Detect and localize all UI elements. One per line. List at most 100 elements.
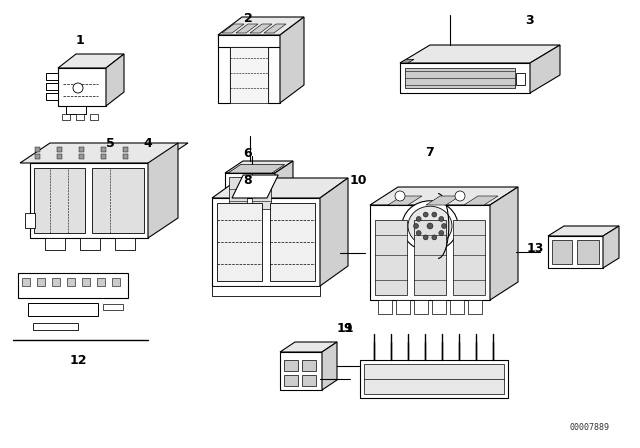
Polygon shape [212,178,348,198]
Polygon shape [453,220,485,295]
Polygon shape [123,154,127,159]
Polygon shape [80,238,100,250]
Polygon shape [364,364,504,394]
Polygon shape [284,360,298,371]
Polygon shape [52,278,60,286]
Polygon shape [270,203,315,281]
Polygon shape [302,375,316,386]
Polygon shape [530,45,560,93]
Circle shape [73,83,83,93]
Polygon shape [280,342,337,352]
Polygon shape [20,143,188,163]
Polygon shape [101,154,106,159]
Polygon shape [280,352,322,390]
Polygon shape [212,286,320,296]
Polygon shape [97,278,105,286]
Polygon shape [268,35,280,103]
Circle shape [423,235,428,240]
Polygon shape [212,198,320,286]
Polygon shape [360,360,508,398]
Ellipse shape [402,201,458,251]
Polygon shape [414,300,428,314]
Polygon shape [123,147,127,152]
Polygon shape [112,278,120,286]
Circle shape [432,235,437,240]
Circle shape [432,212,437,217]
Text: 5: 5 [106,137,115,150]
Polygon shape [45,238,65,250]
Polygon shape [22,278,30,286]
Polygon shape [79,147,83,152]
Text: 1: 1 [76,34,84,47]
Polygon shape [250,24,272,33]
Ellipse shape [394,194,466,258]
Circle shape [413,224,419,228]
Polygon shape [302,360,316,371]
Polygon shape [35,147,40,152]
Polygon shape [396,300,410,314]
Polygon shape [378,300,392,314]
Polygon shape [400,60,414,63]
Polygon shape [375,220,407,295]
Polygon shape [218,35,230,103]
Polygon shape [370,187,518,205]
Polygon shape [46,93,58,100]
Text: 7: 7 [426,146,435,159]
Polygon shape [516,73,525,85]
Polygon shape [577,240,599,264]
Polygon shape [548,236,603,268]
Text: 12: 12 [69,353,87,366]
Polygon shape [218,17,304,35]
Polygon shape [57,154,61,159]
Polygon shape [62,114,70,120]
Polygon shape [275,161,293,213]
Text: 10: 10 [349,173,367,186]
Polygon shape [225,161,293,173]
Polygon shape [76,114,84,120]
Text: 4: 4 [143,137,152,150]
Polygon shape [58,54,124,68]
Polygon shape [603,226,619,268]
Polygon shape [280,17,304,103]
Polygon shape [414,220,446,295]
Polygon shape [464,196,498,205]
Polygon shape [225,173,275,213]
Polygon shape [217,203,262,281]
Text: 6: 6 [244,146,252,159]
Polygon shape [58,68,106,106]
Polygon shape [264,24,286,33]
Polygon shape [92,168,144,233]
Polygon shape [548,226,619,236]
Polygon shape [405,68,515,88]
Polygon shape [115,238,135,250]
Circle shape [427,223,433,229]
Polygon shape [232,175,278,198]
Polygon shape [46,73,58,80]
Polygon shape [236,24,258,33]
Text: 00007889: 00007889 [570,423,610,432]
Polygon shape [35,154,40,159]
Text: 11: 11 [336,322,354,335]
Polygon shape [18,273,128,298]
Circle shape [439,216,444,221]
Polygon shape [25,213,35,228]
Polygon shape [106,54,124,106]
Polygon shape [37,278,45,286]
Circle shape [442,224,447,228]
Polygon shape [320,178,348,286]
Polygon shape [252,177,271,209]
Circle shape [416,216,421,221]
Polygon shape [57,147,61,152]
Polygon shape [30,163,148,238]
Polygon shape [222,24,244,33]
Polygon shape [388,196,422,205]
Polygon shape [468,300,482,314]
Polygon shape [229,177,247,209]
Circle shape [439,231,444,236]
Text: 3: 3 [525,13,534,26]
Text: 13: 13 [526,241,544,254]
Polygon shape [46,83,58,90]
Text: 9: 9 [344,322,352,335]
Circle shape [395,191,405,201]
Polygon shape [67,278,75,286]
